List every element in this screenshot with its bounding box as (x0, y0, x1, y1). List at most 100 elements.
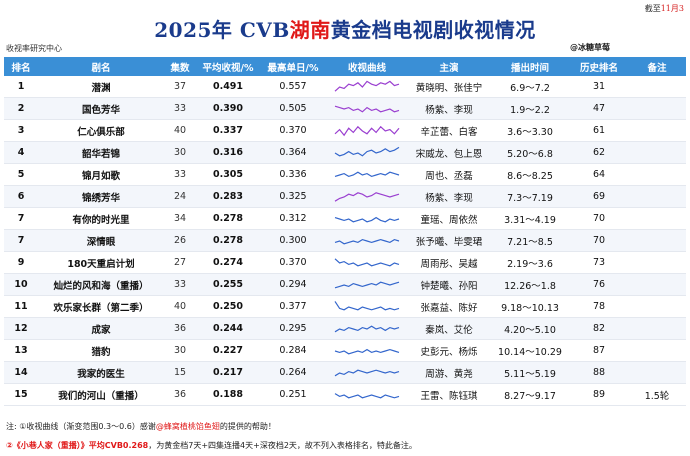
rating-curve-sparkline (334, 146, 400, 157)
peak-rating-cell: 0.251 (260, 383, 326, 406)
peak-rating-cell: 0.370 (260, 251, 326, 274)
history-rank-cell: 78 (570, 295, 628, 318)
episodes-cell: 34 (164, 207, 196, 230)
table-row: 4 韶华若锦 30 0.316 0.364 宋威龙、包上恩 5.20～6.8 62 (4, 141, 686, 164)
title-cell: 猎豹 (38, 339, 164, 362)
air-period-cell: 5.11～5.19 (490, 361, 570, 384)
rating-curve-line (334, 281, 400, 288)
rating-curve-line (334, 105, 400, 113)
history-rank-cell: 61 (570, 119, 628, 142)
air-period-cell: 10.14～10.29 (490, 339, 570, 362)
rating-curve-cell (326, 97, 408, 120)
episodes-cell: 33 (164, 97, 196, 120)
title-cell: 潜渊 (38, 76, 164, 98)
col-header-note: 备注 (628, 57, 686, 76)
history-rank-cell: 47 (570, 97, 628, 120)
rating-curve-sparkline (334, 257, 400, 266)
actors-cell: 杨紫、李现 (408, 97, 490, 120)
avg-rating-cell: 0.278 (196, 229, 260, 252)
title-cell: 180天重启计划 (38, 251, 164, 274)
air-period-cell: 1.9～2.2 (490, 97, 570, 120)
episodes-cell: 15 (164, 361, 196, 384)
avg-rating-cell: 0.491 (196, 76, 260, 98)
table-header-row: 排名 剧名 集数 平均收视/% 最高单日/% 收视曲线 主演 播出时间 历史排名… (4, 57, 686, 76)
rating-curve-line (334, 238, 400, 244)
rating-curve-cell (326, 295, 408, 318)
note-cell (628, 76, 686, 98)
title-cell: 深情眼 (38, 229, 164, 252)
title-cell: 有你的时光里 (38, 207, 164, 230)
footnote-1-mention[interactable]: @蜂窝植桃馅鱼翅 (155, 422, 220, 431)
history-rank-cell: 69 (570, 185, 628, 208)
actors-cell: 黄晓明、张佳宁 (408, 76, 490, 98)
peak-rating-cell: 0.364 (260, 141, 326, 164)
peak-rating-cell: 0.336 (260, 163, 326, 186)
rank-cell: 9 (4, 251, 38, 274)
history-rank-cell: 64 (570, 163, 628, 186)
rating-curve-cell (326, 317, 408, 340)
history-rank-cell: 70 (570, 229, 628, 252)
col-header-actors: 主演 (408, 57, 490, 76)
peak-rating-cell: 0.300 (260, 229, 326, 252)
rating-curve-cell (326, 141, 408, 164)
note-cell (628, 185, 686, 208)
note-cell (628, 361, 686, 384)
rating-curve-cell (326, 163, 408, 186)
watermark-author: @冰糖草莓 (570, 43, 610, 52)
rating-curve-line (334, 348, 400, 354)
note-cell (628, 97, 686, 120)
note-cell: 1.5轮 (628, 383, 686, 406)
rating-curve-sparkline (334, 348, 400, 354)
air-period-cell: 3.31～4.19 (490, 207, 570, 230)
note-cell (628, 119, 686, 142)
peak-rating-cell: 0.377 (260, 295, 326, 318)
note-cell (628, 273, 686, 296)
air-period-cell: 12.26～1.8 (490, 273, 570, 296)
rating-curve-sparkline (334, 170, 400, 177)
history-rank-cell: 89 (570, 383, 628, 406)
rating-curve-line (334, 80, 400, 92)
col-header-curve: 收视曲线 (326, 57, 408, 76)
note-cell (628, 141, 686, 164)
rating-curve-cell (326, 339, 408, 362)
note-cell (628, 229, 686, 252)
rating-curve-line (334, 369, 400, 376)
rank-cell: 6 (4, 185, 38, 208)
rating-curve-cell (326, 229, 408, 252)
peak-rating-cell: 0.284 (260, 339, 326, 362)
rating-curve-line (334, 191, 400, 202)
rank-cell: 10 (4, 273, 38, 296)
title-cell: 仁心俱乐部 (38, 119, 164, 142)
episodes-cell: 37 (164, 76, 196, 98)
table-row: 1 潜渊 37 0.491 0.557 黄晓明、张佳宁 6.9～7.2 31 (4, 76, 686, 98)
footnote-2: ②《小巷人家（重播）》平均CVB0.268，为黄金档7天+四集连播4天+深夜档2… (6, 440, 417, 451)
history-rank-cell: 62 (570, 141, 628, 164)
actors-cell: 杨紫、李现 (408, 185, 490, 208)
footnote-1-tail: 的提供的帮助！ (219, 422, 276, 431)
rating-curve-cell (326, 383, 408, 406)
episodes-cell: 26 (164, 229, 196, 252)
rating-curve-cell (326, 76, 408, 98)
episodes-cell: 33 (164, 163, 196, 186)
rating-curve-cell (326, 119, 408, 142)
note-cell (628, 207, 686, 230)
history-rank-cell: 73 (570, 251, 628, 274)
air-period-cell: 8.6～8.25 (490, 163, 570, 186)
rank-cell: 4 (4, 141, 38, 164)
history-rank-cell: 88 (570, 361, 628, 384)
rating-curve-cell (326, 361, 408, 384)
cutoff-date-value: 11月3 (660, 4, 684, 13)
peak-rating-cell: 0.557 (260, 76, 326, 98)
peak-rating-cell: 0.294 (260, 273, 326, 296)
episodes-cell: 36 (164, 317, 196, 340)
avg-rating-cell: 0.283 (196, 185, 260, 208)
peak-rating-cell: 0.505 (260, 97, 326, 120)
title-prefix: 2025年 CVB (154, 18, 290, 42)
table-row: 7 有你的时光里 34 0.278 0.312 童瑶、周依然 3.31～4.19 70 (4, 207, 686, 230)
actors-cell: 宋威龙、包上恩 (408, 141, 490, 164)
rating-curve-line (334, 146, 400, 157)
title-cell: 我们的河山（重播） (38, 383, 164, 406)
cutoff-label: 截至 (644, 4, 661, 13)
actors-cell: 钟楚曦、孙阳 (408, 273, 490, 296)
table-row: 12 成家 36 0.244 0.295 秦岚、艾伦 4.20～5.10 82 (4, 317, 686, 340)
